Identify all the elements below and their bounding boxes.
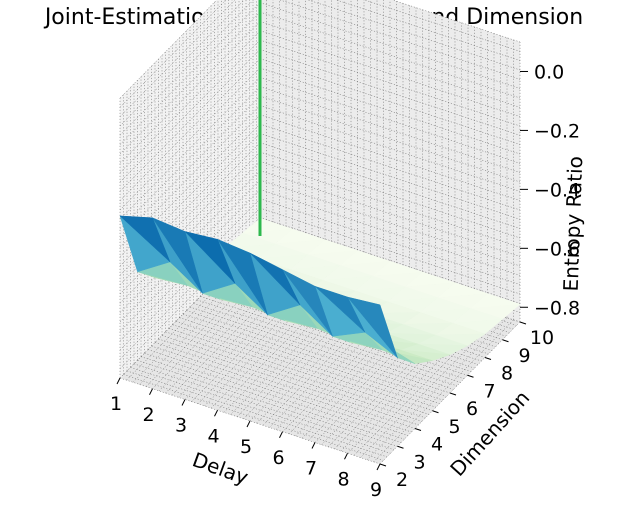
surface-facet: [151, 217, 203, 294]
x-tick-label: 7: [305, 458, 317, 480]
y-tick-mark: [397, 445, 404, 449]
z-tick-label: −0.8: [534, 297, 580, 319]
x-tick-mark: [214, 410, 218, 417]
x-tick-label: 8: [337, 468, 349, 490]
y-tick-mark: [484, 357, 492, 360]
x-tick-mark: [116, 377, 121, 385]
y-tick-mark: [432, 410, 439, 414]
surface-facet: [346, 296, 398, 358]
y-tick-mark: [414, 428, 422, 431]
z-axis-label: Entropy Ratio: [559, 156, 588, 292]
x-tick-label: 4: [207, 425, 219, 447]
z-tick-label: −0.4: [534, 179, 580, 201]
y-tick-label: 4: [431, 434, 443, 456]
x-tick-label: 9: [370, 479, 382, 501]
y-tick-label: 7: [483, 380, 495, 402]
x-tick-mark: [279, 431, 283, 438]
y-tick-mark: [379, 463, 387, 467]
y-tick-label: 10: [530, 327, 554, 349]
y-tick-label: 8: [501, 363, 513, 385]
y-tick-label: 5: [448, 416, 460, 438]
surface-facet: [184, 231, 236, 284]
surface-facet: [314, 286, 366, 333]
x-tick-label: 2: [142, 404, 154, 426]
y-tick-label: 2: [396, 469, 408, 491]
x-tick-mark: [376, 463, 381, 471]
surface: [119, 215, 521, 364]
x-tick-mark: [149, 388, 153, 395]
y-tick-label: 9: [518, 345, 530, 367]
surface-facet: [249, 252, 301, 306]
y-tick-mark: [519, 321, 527, 325]
y-tick-label: 3: [413, 451, 425, 473]
surface-facet: [119, 215, 171, 263]
x-tick-label: 3: [175, 415, 187, 437]
y-tick-mark: [467, 374, 474, 378]
y-tick-label: 6: [466, 398, 478, 420]
x-tick-mark: [246, 420, 251, 428]
surface-facet: [216, 238, 268, 315]
x-tick-label: 5: [240, 436, 252, 458]
y-tick-mark: [502, 339, 509, 343]
x-tick-label: 6: [272, 447, 284, 469]
z-tick-label: −0.2: [534, 120, 580, 142]
y-tick-mark: [449, 392, 457, 396]
surface-facet: [282, 269, 333, 337]
x-tick-mark: [311, 442, 316, 449]
z-tick-label: −0.6: [534, 238, 580, 260]
x-tick-label: 1: [110, 393, 122, 415]
x-tick-mark: [181, 399, 186, 406]
optimum-stem: [258, 0, 262, 236]
x-tick-mark: [344, 453, 348, 460]
z-tick-label: 0.0: [534, 61, 564, 83]
